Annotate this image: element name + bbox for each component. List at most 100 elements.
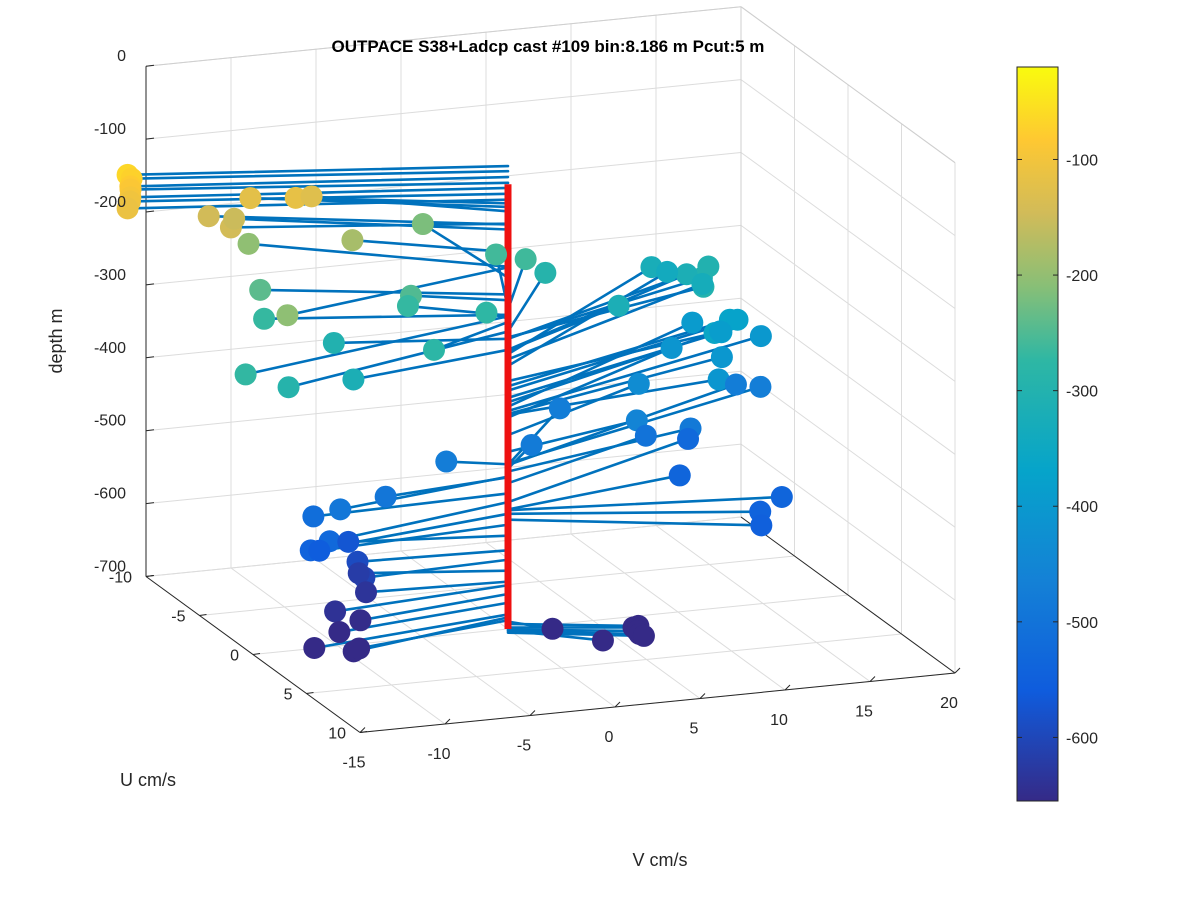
- grid-line-z-side: [740, 370, 956, 528]
- data-point: [347, 562, 370, 585]
- velocity-stick: [506, 270, 669, 368]
- data-point: [660, 337, 683, 360]
- velocity-stick: [506, 628, 639, 633]
- z-tick-mark: [145, 137, 155, 140]
- data-point: [548, 397, 571, 420]
- velocity-stick: [310, 195, 510, 213]
- data-point: [411, 213, 434, 236]
- y-tick-label: 5: [284, 687, 293, 704]
- x-tick-label: -10: [427, 746, 450, 763]
- x-tick-mark: [529, 710, 536, 716]
- z-axis-label: depth m: [46, 308, 66, 373]
- velocity-stick: [359, 592, 510, 622]
- data-point: [349, 609, 372, 632]
- y-tick-label: 0: [230, 648, 239, 665]
- colorbar-tick-label: -100: [1066, 152, 1098, 169]
- data-point: [328, 621, 351, 644]
- data-point: [770, 485, 793, 508]
- velocity-stick: [351, 238, 510, 254]
- data-point: [656, 260, 679, 283]
- grid-line-z-side: [740, 152, 956, 309]
- velocity-stick: [333, 583, 510, 613]
- y-axis-label: U cm/s: [120, 770, 176, 790]
- colorbar-tick-label: -400: [1066, 499, 1098, 516]
- data-point: [691, 272, 714, 295]
- z-tick-mark: [145, 210, 155, 213]
- velocity-stick: [357, 569, 510, 575]
- grid-line-z-back: [145, 224, 742, 286]
- velocity-stick: [363, 558, 510, 579]
- z-tick-mark: [145, 283, 155, 286]
- velocity-stick: [130, 169, 510, 180]
- data-point: [237, 232, 260, 255]
- data-point: [627, 372, 650, 395]
- data-point: [342, 368, 365, 391]
- x-tick-label: 15: [855, 704, 873, 721]
- velocity-stick: [506, 382, 641, 437]
- velocity-stick: [247, 242, 510, 268]
- velocity-stick: [506, 271, 547, 333]
- data-point: [348, 637, 371, 660]
- data-point: [541, 617, 564, 640]
- data-point: [396, 295, 419, 318]
- z-tick-label: -400: [94, 340, 126, 357]
- data-point: [116, 197, 139, 220]
- z-tick-mark: [145, 64, 155, 67]
- velocity-stick: [506, 331, 716, 383]
- velocity-stick: [384, 476, 510, 498]
- z-tick-label: -700: [94, 559, 126, 576]
- data-point: [276, 304, 299, 327]
- z-tick-label: -200: [94, 194, 126, 211]
- data-point: [514, 248, 537, 271]
- data-point: [607, 294, 630, 317]
- velocity-stick: [328, 500, 510, 543]
- data-point: [337, 530, 360, 553]
- data-point: [329, 498, 352, 521]
- data-point: [681, 311, 704, 334]
- x-tick-mark: [954, 667, 961, 674]
- velocity-stick: [347, 534, 510, 544]
- data-point: [197, 205, 220, 228]
- y-tick-mark: [359, 731, 368, 733]
- data-point: [284, 186, 307, 209]
- x-tick-mark: [614, 701, 621, 708]
- grid-line-z-side: [740, 79, 956, 237]
- data-point: [709, 320, 732, 343]
- velocity-stick: [506, 518, 763, 527]
- data-point: [277, 376, 300, 399]
- axes-box: [145, 6, 961, 733]
- velocity-stick: [506, 265, 653, 356]
- z-tick-mark: [145, 502, 155, 505]
- colorbar-tick-label: -600: [1066, 730, 1098, 747]
- box-edge-top-side: [740, 6, 956, 164]
- data-point: [355, 581, 378, 604]
- velocity-stick: [356, 548, 510, 564]
- data-point: [677, 427, 700, 450]
- velocity-stick: [506, 437, 690, 504]
- data-point: [253, 307, 276, 330]
- z-tick-label: -100: [94, 121, 126, 138]
- velocity-stick: [506, 427, 692, 473]
- data-point: [435, 450, 458, 473]
- data-point: [249, 278, 272, 301]
- data-point: [302, 505, 325, 528]
- data-point: [322, 331, 345, 354]
- velocity-stick: [432, 320, 510, 352]
- x-tick-label: 5: [690, 721, 699, 738]
- grid-line-z-back: [145, 79, 742, 140]
- data-point: [534, 261, 557, 284]
- x-tick-label: 10: [770, 712, 788, 729]
- z-tick-mark: [145, 429, 155, 432]
- z-tick-label: 0: [117, 48, 126, 65]
- velocity-stick: [258, 288, 510, 296]
- x-tick-label: -15: [342, 755, 365, 772]
- velocity-stick: [506, 378, 720, 416]
- colorbar-tick-label: -300: [1066, 384, 1098, 401]
- y-tick-mark: [306, 692, 314, 694]
- x-tick-mark: [784, 684, 791, 691]
- data-point: [324, 600, 347, 623]
- data-point: [475, 301, 498, 324]
- data-point: [239, 187, 262, 210]
- x-tick-mark: [699, 693, 706, 699]
